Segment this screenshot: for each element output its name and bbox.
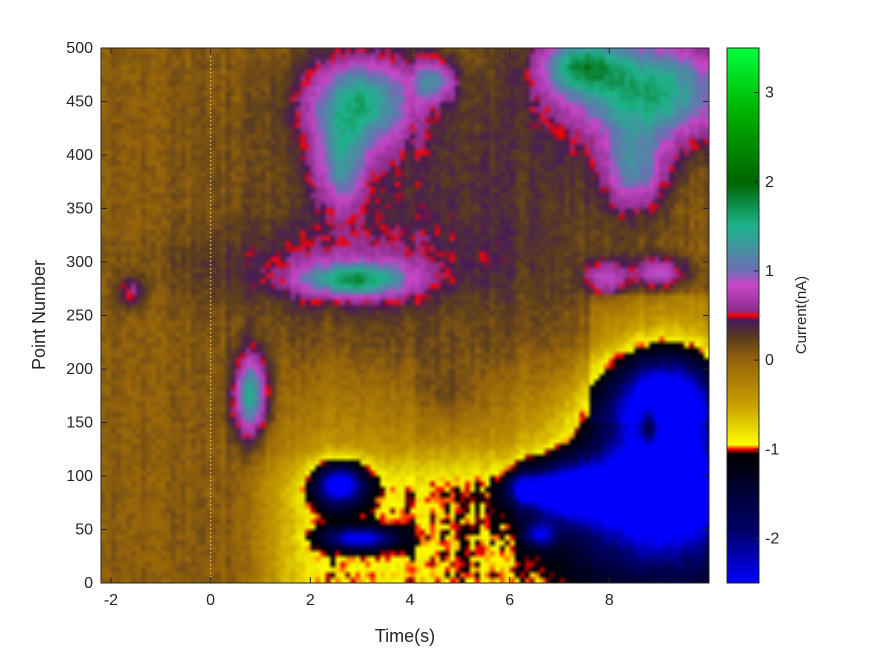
y-axis-label: Point Number — [29, 260, 49, 370]
y-tick-label: 450 — [66, 94, 93, 111]
y-tick-label: 50 — [75, 522, 93, 539]
x-axis-label: Time(s) — [375, 626, 435, 646]
x-tick-label: 4 — [406, 592, 415, 609]
y-tick-label: 500 — [66, 40, 93, 57]
plot-area — [100, 47, 710, 584]
y-tick-label: 0 — [84, 575, 93, 592]
heatmap-image — [101, 48, 709, 583]
y-tick-label: 100 — [66, 468, 93, 485]
y-tick-label: 250 — [66, 308, 93, 325]
colorbar-label: Current(nA) — [793, 276, 810, 354]
y-axis: 0 50 100 150 200 250 300 350 400 450 500 — [66, 40, 709, 592]
x-tick-label: -2 — [104, 592, 118, 609]
colorbar-tick-label: 0 — [765, 352, 774, 369]
colorbar: -2 -1 0 1 2 3 Current(nA) — [726, 47, 810, 584]
colorbar-tick-label: 3 — [765, 85, 774, 102]
colorbar-ticks: -2 -1 0 1 2 3 — [754, 85, 779, 547]
colorbar-frame — [726, 47, 760, 584]
x-tick-label: 2 — [306, 592, 315, 609]
y-tick-label: 350 — [66, 201, 93, 218]
y-tick-label: 150 — [66, 415, 93, 432]
colorbar-tick-label: -2 — [765, 530, 779, 547]
colorbar-tick-label: 2 — [765, 174, 774, 191]
colorbar-tick-label: 1 — [765, 263, 774, 280]
y-tick-label: 200 — [66, 361, 93, 378]
y-tick-label: 300 — [66, 254, 93, 271]
colorbar-gradient — [727, 48, 759, 583]
x-tick-label: 0 — [206, 592, 215, 609]
colorbar-tick-label: -1 — [765, 441, 779, 458]
y-tick-label: 400 — [66, 147, 93, 164]
x-tick-label: 6 — [505, 592, 514, 609]
x-axis: -2 0 2 4 6 8 — [104, 48, 614, 609]
x-tick-label: 8 — [605, 592, 614, 609]
